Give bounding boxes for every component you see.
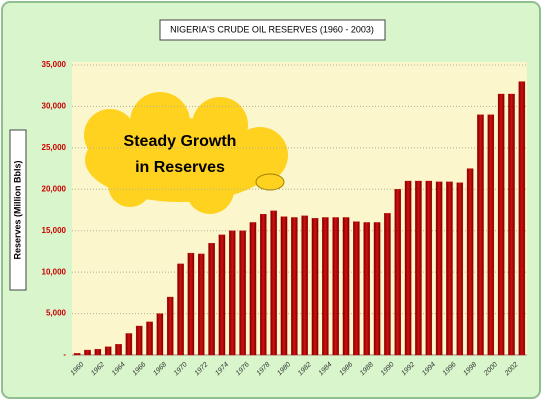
bar (281, 217, 287, 355)
bar (167, 297, 173, 355)
bar (436, 182, 442, 355)
bar (157, 314, 163, 355)
y-tick-label: - (63, 350, 66, 359)
y-tick-label: 20,000 (42, 184, 67, 193)
bar (426, 181, 432, 355)
chart: NIGERIA'S CRUDE OIL RESERVES (1960 - 200… (0, 0, 542, 400)
bar (446, 182, 452, 355)
bar (188, 253, 194, 355)
y-tick-label: 10,000 (42, 267, 67, 276)
bar (415, 181, 421, 355)
bar (488, 115, 494, 355)
y-tick-label: 35,000 (42, 60, 67, 69)
bar (126, 333, 132, 355)
bar (508, 94, 514, 355)
bar (405, 181, 411, 355)
bar (209, 243, 215, 355)
bar (177, 264, 183, 355)
bar (219, 235, 225, 355)
bar (467, 169, 473, 355)
bar (312, 218, 318, 355)
y-tick-label: 15,000 (42, 226, 67, 235)
bar (115, 344, 121, 355)
bar (457, 183, 463, 355)
bar (250, 222, 256, 355)
bar (384, 213, 390, 355)
bar (333, 217, 339, 355)
bar (198, 254, 204, 355)
bar (374, 222, 380, 355)
bar (95, 349, 101, 355)
bar (364, 222, 370, 355)
y-axis-label: Reserves (Million Bbls) (12, 160, 22, 259)
y-tick-label: 25,000 (42, 143, 67, 152)
bar (84, 350, 90, 355)
y-tick-label: 5,000 (46, 309, 67, 318)
bar (260, 214, 266, 355)
bar (271, 211, 277, 355)
bar (322, 217, 328, 355)
bar (136, 326, 142, 355)
bar (519, 82, 525, 355)
bar (498, 94, 504, 355)
y-tick-label: 30,000 (42, 102, 67, 111)
bar (74, 353, 80, 355)
page: NIGERIA'S CRUDE OIL RESERVES (1960 - 200… (0, 0, 542, 405)
bar (240, 231, 246, 355)
bar (105, 347, 111, 355)
bar (146, 322, 152, 355)
annotation-line: in Reserves (135, 159, 225, 176)
bar (302, 216, 308, 355)
bar (353, 222, 359, 355)
bar (343, 217, 349, 355)
bar (477, 115, 483, 355)
bar (395, 189, 401, 355)
chart-title: NIGERIA'S CRUDE OIL RESERVES (1960 - 200… (170, 24, 374, 34)
bar (291, 217, 297, 355)
bar (229, 231, 235, 355)
